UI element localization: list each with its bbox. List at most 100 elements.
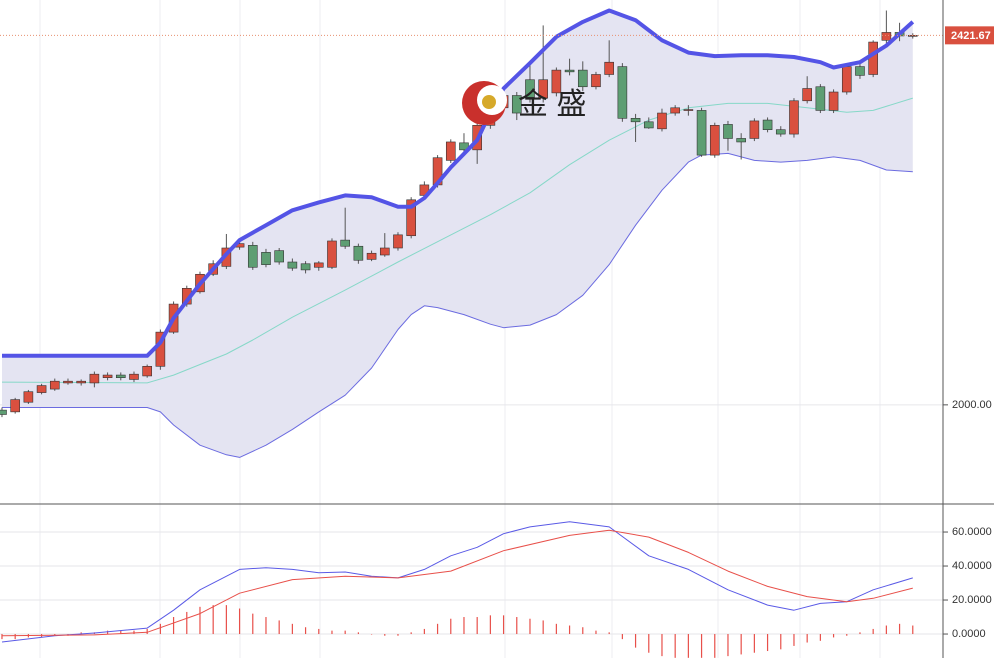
macd-bar [595,630,597,635]
candle-body [762,119,773,130]
macd-bar [291,623,293,635]
macd-bar [727,634,729,657]
macd-bar [370,634,373,635]
macd-bar [318,628,320,635]
watermark-text: 金 盛 [518,88,586,121]
candle-body [89,373,100,384]
candle-body [511,95,522,114]
macd-bar [661,634,663,657]
candle-body [379,247,390,256]
band-line [1,97,913,384]
macd-bar [172,617,175,635]
y-tick-label: 2000.00 [952,399,992,411]
macd-bar [502,615,505,635]
candle-body [340,239,350,247]
macd-bar [212,605,214,635]
candle-body [261,252,271,265]
macd-bar [714,634,716,658]
candle-body [591,74,601,88]
candle-body [142,365,152,377]
candle-body [683,109,694,111]
macd-bar [555,623,557,635]
y-tick-label: 60.0000 [952,526,992,538]
candle-body [115,374,126,378]
macd-bar [357,632,359,635]
candle-body [287,261,298,269]
macd-bar [766,634,769,652]
macd-bar [687,634,689,658]
macd-line [1,529,913,637]
macd-bar [463,617,465,635]
candle-body [657,112,667,130]
macd-bar [14,634,16,640]
candle-body [841,66,852,93]
band-line [2,152,913,458]
candle-body [696,110,707,156]
logo: 金 盛 [462,81,586,125]
candle-body [881,32,892,41]
macd-line [1,521,913,643]
logo-coin [482,95,496,109]
candle-body [723,124,733,139]
macd-bar [621,634,623,640]
macd-bar [898,623,901,635]
macd-bar [846,634,848,636]
macd-bar [397,634,399,636]
macd-bar [238,608,241,635]
candle-body [577,69,588,88]
macd-bar [885,625,887,635]
macd-bar [529,618,531,635]
candle-body [736,138,746,143]
macd-bar [780,634,782,650]
macd-bar [476,617,478,635]
candle-body [353,245,364,261]
candle-body [274,250,284,263]
candle-body [617,66,628,119]
candle-body [313,262,324,268]
macd-bar [331,630,333,635]
candle-body [393,234,403,249]
macd-bar [265,617,267,635]
macd-bar [423,628,425,635]
candle-body [76,380,86,384]
macd-bar [436,623,439,635]
last-price-label: 2421.67 [951,30,991,42]
candle-body [868,41,878,75]
candle-body [102,374,113,378]
macd-bar [753,634,755,653]
candle-body [300,263,311,271]
candle-body [828,91,839,111]
macd-bar [516,617,518,635]
candle-body [749,120,760,139]
candle-body [670,107,680,114]
macd-bar [384,634,386,636]
macd-bar [634,634,637,648]
macd-bar [859,632,861,635]
macd-bar [489,615,491,635]
macd-bar [1,634,3,640]
candle-body [775,129,786,135]
macd-bar [146,628,148,635]
candle-body [23,391,34,403]
last-price-box [945,26,994,45]
candle-body [49,380,60,390]
macd-bar [450,618,452,635]
macd-bar [252,613,254,635]
candle-body [855,66,865,76]
candle-body [604,61,614,75]
candle-body [10,399,20,413]
y-tick-label: 40.0000 [952,560,992,572]
candle-body [630,118,641,123]
macd-bar [133,630,135,635]
macd-bar [568,625,571,635]
candle-body [789,100,799,135]
macd-bar [159,623,161,635]
macd-bar [912,625,914,635]
macd-bar [106,630,109,635]
macd-bar [344,630,346,635]
macd-bar [872,628,874,635]
macd-bar [648,634,650,653]
candle-body [538,79,548,99]
price-panel: 2000.00 2421.67 [0,8,994,458]
